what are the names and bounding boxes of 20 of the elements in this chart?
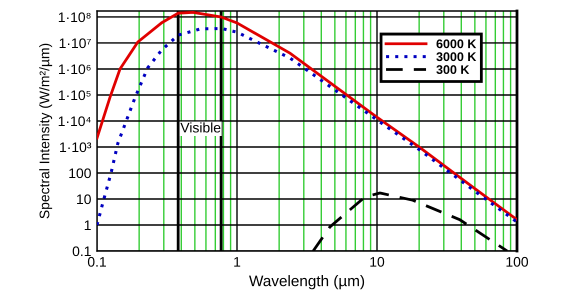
y-tick-label: 1·10⁵ [58, 90, 91, 100]
x-tick-label: 0.1 [88, 256, 106, 267]
annotation: Visible [180, 122, 220, 133]
x-tick-label: 1 [234, 257, 240, 267]
y-tick-label: 0.1 [72, 246, 91, 256]
y-tick-label: 1 [84, 220, 91, 230]
legend-label: 6000 K [436, 39, 476, 48]
x-tick-label: 100 [506, 256, 528, 267]
y-tick-label: 1·10⁸ [58, 12, 91, 22]
x-axis-title: Wavelength (µm) [249, 275, 364, 290]
y-tick-label: 1·10⁴ [58, 116, 91, 126]
y-tick-label: 100 [69, 168, 91, 178]
legend-label: 3000 K [436, 52, 476, 62]
y-axis-title: Spectral Intensity (W/m²/µm) [39, 44, 52, 218]
legend-label: 300 K [436, 65, 470, 74]
x-tick-label: 10 [370, 256, 384, 267]
y-tick-label: 1·10⁷ [60, 38, 91, 48]
y-tick-label: 10 [77, 194, 91, 204]
y-tick-label: 1·10³ [60, 142, 92, 152]
y-tick-label: 1·10⁶ [58, 64, 91, 74]
